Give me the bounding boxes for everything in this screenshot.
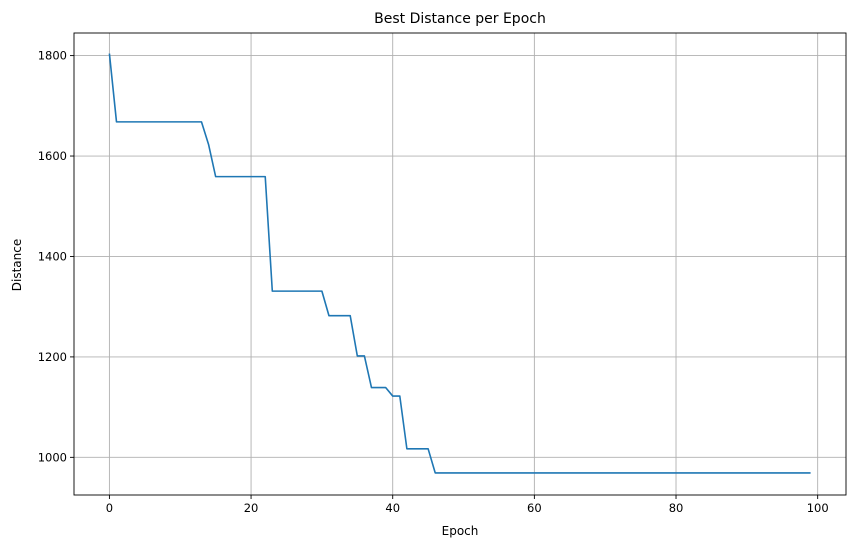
x-axis-label: Epoch xyxy=(442,524,479,538)
chart-title: Best Distance per Epoch xyxy=(374,11,546,27)
plot-frame xyxy=(73,32,847,496)
series-line xyxy=(108,53,811,474)
grid-layer xyxy=(74,33,846,495)
y-tick-label: 1400 xyxy=(38,249,67,263)
y-axis-label: Distance xyxy=(10,239,24,291)
x-tick-label: 20 xyxy=(244,501,259,515)
ticks-layer: 0 20 40 60 80 100 1000 1200 1400 1600 1800 xyxy=(38,49,829,515)
x-tick-label: 40 xyxy=(385,501,400,515)
y-tick-label: 1000 xyxy=(38,450,67,464)
x-tick-label: 100 xyxy=(807,501,829,515)
y-tick-label: 1200 xyxy=(38,350,67,364)
y-tick-label: 1800 xyxy=(38,49,67,63)
y-tick-label: 1600 xyxy=(38,149,67,163)
x-tick-label: 0 xyxy=(106,501,113,515)
x-tick-label: 60 xyxy=(527,501,542,515)
series-layer xyxy=(108,53,811,474)
x-tick-label: 80 xyxy=(669,501,684,515)
